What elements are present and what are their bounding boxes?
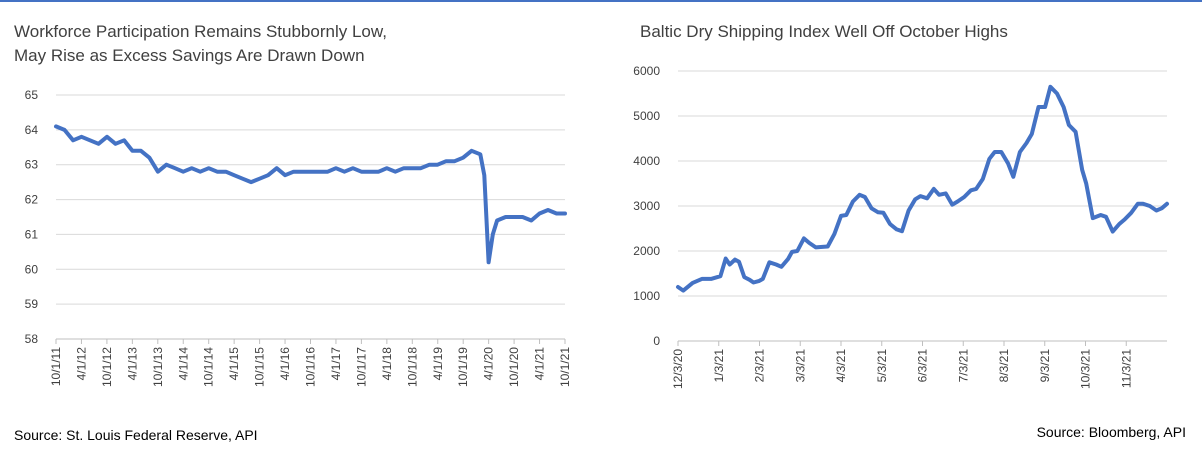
right-y-tick-label: 2000 bbox=[633, 244, 660, 258]
left-chart-title-line2: May Rise as Excess Savings Are Drawn Dow… bbox=[14, 46, 365, 65]
right-x-tick-label: 10/3/21 bbox=[1079, 349, 1093, 389]
left-y-tick-label: 58 bbox=[25, 332, 39, 346]
left-x-tick-label: 10/1/19 bbox=[456, 347, 470, 387]
left-y-tick-label: 62 bbox=[25, 193, 39, 207]
left-x-tick-label: 4/1/15 bbox=[227, 347, 241, 381]
left-x-tick-label: 10/1/13 bbox=[151, 347, 165, 387]
right-x-tick-label: 9/3/21 bbox=[1038, 349, 1052, 383]
right-y-tick-label: 5000 bbox=[633, 109, 660, 123]
left-x-tick-label: 10/1/12 bbox=[100, 347, 114, 387]
left-x-tick-label: 4/1/21 bbox=[533, 347, 547, 381]
left-x-tick-label: 10/1/15 bbox=[253, 347, 267, 387]
left-series-line bbox=[54, 124, 567, 265]
left-x-tick-label: 4/1/14 bbox=[176, 347, 190, 381]
left-y-tick-label: 61 bbox=[25, 227, 39, 241]
left-chart-source: Source: St. Louis Federal Reserve, API bbox=[14, 427, 258, 443]
left-x-tick-label: 4/1/18 bbox=[380, 347, 394, 381]
right-chart-source: Source: Bloomberg, API bbox=[1036, 424, 1186, 440]
right-chart-title: Baltic Dry Shipping Index Well Off Octob… bbox=[640, 22, 1008, 41]
left-x-tick-label: 4/1/17 bbox=[329, 347, 343, 381]
right-x-tick-label: 8/3/21 bbox=[997, 349, 1011, 383]
right-x-tick-label: 1/3/21 bbox=[712, 349, 726, 383]
right-y-tick-label: 0 bbox=[653, 334, 660, 348]
left-x-tick-label: 10/1/20 bbox=[507, 347, 521, 387]
left-x-tick-label: 4/1/12 bbox=[74, 347, 88, 381]
left-x-tick-label: 10/1/14 bbox=[202, 347, 216, 387]
left-x-tick-label: 4/1/20 bbox=[482, 347, 496, 381]
right-x-tick-label: 3/3/21 bbox=[793, 349, 807, 383]
right-x-tick-label: 2/3/21 bbox=[753, 349, 767, 383]
right-x-tick-label: 12/3/20 bbox=[671, 349, 685, 389]
left-x-tick-label: 10/1/18 bbox=[405, 347, 419, 387]
left-y-tick-label: 65 bbox=[25, 88, 39, 102]
left-y-tick-label: 64 bbox=[25, 123, 39, 137]
left-x-tick-label: 10/1/21 bbox=[558, 347, 572, 387]
right-x-tick-label: 11/3/21 bbox=[1119, 349, 1133, 388]
left-y-tick-label: 60 bbox=[25, 262, 39, 276]
right-y-tick-label: 6000 bbox=[633, 64, 660, 78]
right-y-tick-label: 4000 bbox=[633, 154, 660, 168]
left-chart-title-line1: Workforce Participation Remains Stubborn… bbox=[14, 22, 387, 41]
top-accent-rule bbox=[0, 0, 1202, 2]
right-x-tick-label: 5/3/21 bbox=[875, 349, 889, 383]
left-x-tick-label: 4/1/13 bbox=[125, 347, 139, 381]
right-series-line bbox=[676, 84, 1169, 293]
left-x-tick-label: 4/1/19 bbox=[431, 347, 445, 381]
left-x-tick-label: 10/1/11 bbox=[49, 347, 63, 386]
right-x-tick-label: 6/3/21 bbox=[916, 349, 930, 383]
right-y-tick-label: 1000 bbox=[633, 289, 660, 303]
left-y-tick-label: 63 bbox=[25, 158, 39, 172]
left-x-tick-label: 10/1/16 bbox=[304, 347, 318, 387]
left-x-tick-label: 10/1/17 bbox=[354, 347, 368, 387]
right-x-tick-label: 7/3/21 bbox=[956, 349, 970, 383]
left-chart-title: Workforce Participation Remains Stubborn… bbox=[14, 20, 387, 68]
right-y-tick-label: 3000 bbox=[633, 199, 660, 213]
left-y-tick-label: 59 bbox=[25, 297, 39, 311]
right-x-tick-label: 4/3/21 bbox=[834, 349, 848, 383]
left-x-tick-label: 4/1/16 bbox=[278, 347, 292, 381]
